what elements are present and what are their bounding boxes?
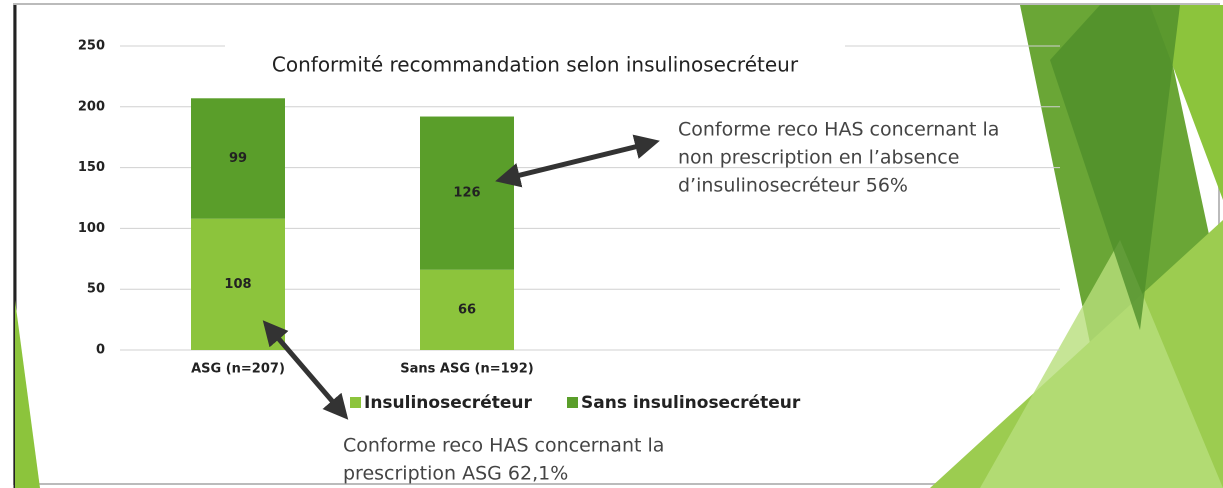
chart-title: Conformité recommandation selon insulino… <box>272 53 799 77</box>
deco <box>980 240 1223 488</box>
data-label: 66 <box>458 302 476 317</box>
data-label: 126 <box>453 186 480 201</box>
y-tick-label: 150 <box>78 160 105 175</box>
y-tick-label: 0 <box>96 343 105 358</box>
annotation: non prescription en l’absence <box>678 147 959 169</box>
title-bg <box>225 44 845 84</box>
deco <box>15 300 40 488</box>
y-tick-label: 200 <box>78 99 105 114</box>
y-tick-label: 100 <box>78 221 105 236</box>
legend-swatch <box>567 397 578 408</box>
x-tick-label: Sans ASG (n=192) <box>400 362 533 377</box>
legend-swatch <box>350 397 361 408</box>
arrow <box>262 320 349 420</box>
x-tick-label: ASG (n=207) <box>191 362 285 377</box>
data-label: 99 <box>229 151 247 166</box>
bar-segment <box>420 269 514 350</box>
y-tick-label: 250 <box>78 39 105 54</box>
bar-segment <box>191 98 285 219</box>
y-tick-label: 50 <box>87 282 105 297</box>
data-label: 108 <box>224 277 251 292</box>
annotation: Conforme reco HAS concernant la <box>678 119 999 141</box>
annotation: d’insulinosecréteur 56% <box>678 175 908 197</box>
legend-label: Sans insulinosecréteur <box>581 393 801 413</box>
deco <box>1050 5 1180 330</box>
legend-label: Insulinosecréteur <box>364 393 532 413</box>
annotation: prescription ASG 62,1% <box>343 463 568 485</box>
annotation: Conforme reco HAS concernant la <box>343 435 664 457</box>
arrow <box>495 134 660 188</box>
